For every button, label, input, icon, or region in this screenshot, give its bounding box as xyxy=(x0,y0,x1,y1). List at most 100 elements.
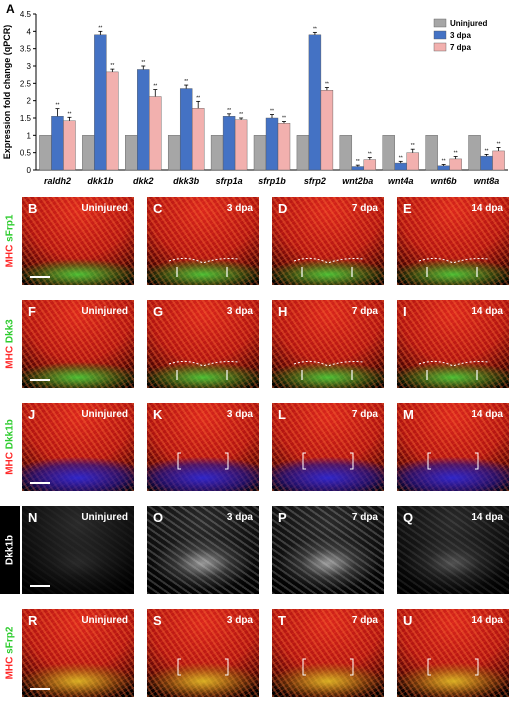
y-tick-label: 0.5 xyxy=(20,149,32,158)
tissue-image xyxy=(147,300,259,388)
bar xyxy=(222,116,236,171)
legend-swatch xyxy=(433,30,447,40)
bar xyxy=(320,90,334,171)
row-stain-label: Dkk1b xyxy=(0,506,20,594)
tissue-image xyxy=(147,506,259,594)
timepoint-label: Uninjured xyxy=(81,409,128,420)
x-category-label: dkk3b xyxy=(173,176,200,186)
row-stain-label: MHC Dkk3 xyxy=(0,300,20,388)
wound-bracket-pair xyxy=(302,452,354,470)
tissue-image xyxy=(397,506,509,594)
significance-mark: ** xyxy=(411,143,415,149)
panel-letter: J xyxy=(28,407,36,422)
tissue-image xyxy=(22,403,134,491)
tissue-image xyxy=(397,300,509,388)
tissue-image xyxy=(22,197,134,285)
significance-mark: ** xyxy=(454,150,458,156)
tissue-image xyxy=(272,197,384,285)
significance-mark: ** xyxy=(227,108,231,114)
x-category-label: wnt2ba xyxy=(342,176,373,186)
bar xyxy=(94,34,107,171)
row-stain-label: MHC sFrp1 xyxy=(0,197,20,285)
x-category-label: dkk2 xyxy=(133,176,154,186)
panel-letter: O xyxy=(153,510,164,525)
wound-bracket-pair xyxy=(427,452,479,470)
panel-letter: R xyxy=(28,613,38,628)
significance-mark: ** xyxy=(68,111,72,117)
significance-mark: ** xyxy=(270,109,274,115)
row-stain-label: MHC sFrp2 xyxy=(0,609,20,697)
timepoint-label: 3 dpa xyxy=(226,203,253,214)
panel-letter: T xyxy=(278,613,286,628)
wound-bracket-pair xyxy=(427,658,479,676)
timepoint-label: 3 dpa xyxy=(226,512,253,523)
significance-mark: ** xyxy=(485,148,489,154)
bar xyxy=(308,34,322,171)
panel-letter: M xyxy=(403,407,414,422)
bar-chart: A Expression fold change (qPCR) 0 0.5 1 1.5 2 2… xyxy=(2,2,508,186)
row-stain-label: MHC Dkk1b xyxy=(0,403,20,491)
tissue-image xyxy=(397,609,509,697)
micrograph-panel: J Uninjured xyxy=(22,403,134,491)
bar xyxy=(363,159,377,171)
y-tick-label: 2 xyxy=(27,97,32,106)
significance-mark: ** xyxy=(56,103,60,109)
micrograph-panel: T 7 dpa xyxy=(272,609,384,697)
tissue-image xyxy=(22,609,134,697)
stain-name: MHC xyxy=(4,452,16,475)
bar xyxy=(339,135,353,171)
wound-bracket-pair xyxy=(177,452,229,470)
panel-letter: F xyxy=(28,304,36,319)
bar xyxy=(63,120,76,171)
micrograph-panel: E 14 dpa xyxy=(397,197,509,285)
panel-label: A xyxy=(6,2,15,16)
significance-mark: ** xyxy=(239,112,243,118)
micrograph-panel: Q 14 dpa xyxy=(397,506,509,594)
micrograph-panel: O 3 dpa xyxy=(147,506,259,594)
tissue-image xyxy=(22,300,134,388)
amputation-plane-line xyxy=(418,257,490,277)
y-tick-label: 1 xyxy=(27,131,32,140)
amputation-plane-line xyxy=(293,257,365,277)
scale-bar xyxy=(30,482,50,484)
timepoint-label: Uninjured xyxy=(81,615,128,626)
bar xyxy=(253,135,267,171)
tissue-image xyxy=(272,506,384,594)
micrograph-panel: N Uninjured xyxy=(22,506,134,594)
panel-letter: B xyxy=(28,201,38,216)
micrograph-panel: C 3 dpa xyxy=(147,197,259,285)
amputation-plane-line xyxy=(168,257,240,277)
panel-letter: G xyxy=(153,304,164,319)
significance-mark: ** xyxy=(399,155,403,161)
significance-mark: ** xyxy=(497,141,501,147)
y-tick-label: 2.5 xyxy=(20,79,32,88)
significance-mark: ** xyxy=(282,115,286,121)
panel-letter: S xyxy=(153,613,162,628)
tissue-image xyxy=(272,300,384,388)
bar xyxy=(449,158,462,171)
bar xyxy=(480,155,493,171)
tissue-image xyxy=(272,403,384,491)
legend-label: 3 dpa xyxy=(450,31,471,40)
micrograph-panel: P 7 dpa xyxy=(272,506,384,594)
panel-letter: L xyxy=(278,407,286,422)
significance-mark: ** xyxy=(141,60,145,66)
stain-name: sFrp1 xyxy=(4,214,16,242)
tissue-image xyxy=(22,506,134,594)
y-tick-label: 3.5 xyxy=(20,45,32,54)
significance-mark: ** xyxy=(153,84,157,90)
timepoint-label: 14 dpa xyxy=(471,512,503,523)
y-tick-label: 4.5 xyxy=(20,10,32,19)
micrograph-panel: L 7 dpa xyxy=(272,403,384,491)
bar xyxy=(437,165,450,171)
micrograph-panel: M 14 dpa xyxy=(397,403,509,491)
bar xyxy=(296,135,310,171)
legend-label: 7 dpa xyxy=(450,43,471,52)
bar xyxy=(234,119,248,171)
bar xyxy=(51,116,64,171)
panel-letter: C xyxy=(153,201,163,216)
timepoint-label: 3 dpa xyxy=(226,615,253,626)
tissue-image xyxy=(397,403,509,491)
scale-bar xyxy=(30,585,50,587)
bar xyxy=(468,135,481,171)
